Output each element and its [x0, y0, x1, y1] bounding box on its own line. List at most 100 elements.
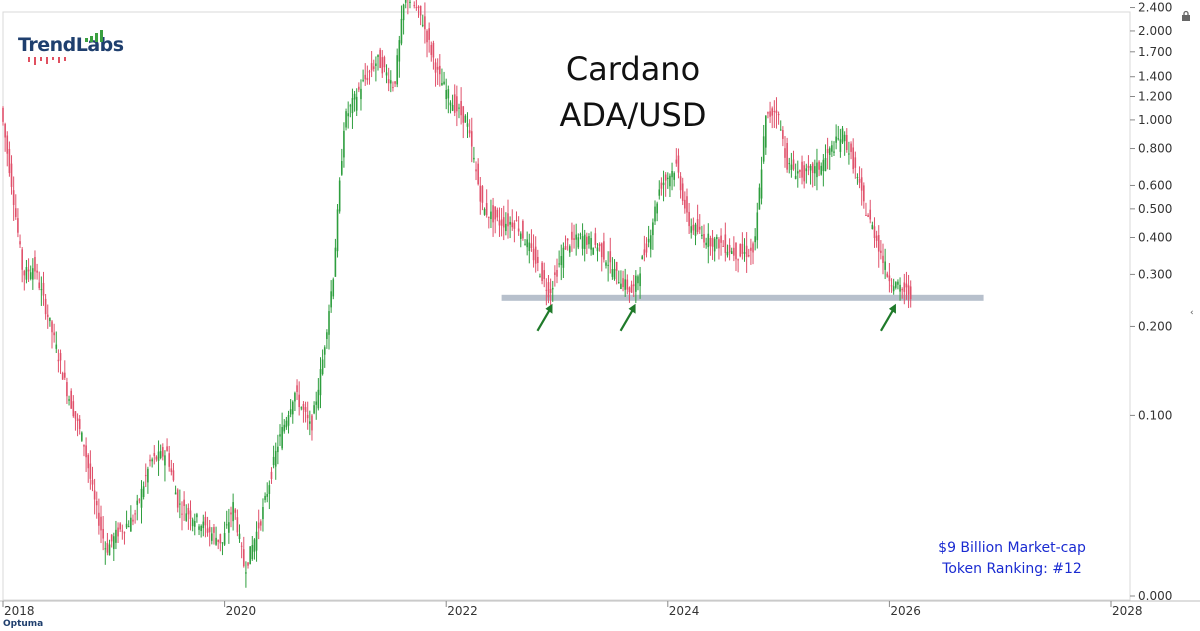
candle-body [172, 470, 175, 481]
candle-body [543, 270, 546, 279]
candle-body [364, 74, 367, 80]
candle-body [436, 66, 439, 70]
candle-body [390, 80, 392, 84]
candle-body [573, 238, 575, 240]
candle-body [375, 63, 377, 66]
x-tick-label: 2020 [226, 604, 257, 618]
candle-body [750, 247, 752, 251]
candle-body [113, 536, 115, 550]
candle-body [432, 42, 435, 58]
candle-body [315, 401, 318, 405]
candle-body [217, 539, 220, 542]
candle-body [664, 174, 667, 181]
y-tick-label: 0.000 [1138, 589, 1172, 603]
candle-body [130, 517, 132, 532]
candle-body [628, 287, 631, 293]
candle-body [340, 161, 343, 175]
candle-body [291, 401, 294, 415]
candle-body [537, 256, 539, 264]
candle-body [360, 88, 362, 100]
candle-body [108, 544, 111, 556]
candle-body [641, 256, 644, 260]
candle-body [860, 177, 863, 191]
candle-body [283, 424, 286, 432]
candle-body [841, 128, 844, 143]
candle-body [558, 263, 560, 265]
candle-body [596, 247, 599, 252]
candle-body [551, 287, 554, 290]
candle-body [368, 71, 371, 73]
candle-body [690, 226, 693, 233]
candle-body [586, 236, 588, 245]
candle-body [59, 353, 62, 361]
candle-body [49, 317, 51, 322]
candle-body [592, 247, 595, 255]
candle-body [871, 224, 874, 230]
candle-body [187, 507, 190, 515]
candle-body [98, 512, 100, 526]
candle-body [166, 446, 168, 451]
candle-body [886, 273, 889, 277]
candle-body [730, 251, 733, 254]
candle-body [270, 471, 273, 479]
candle-body [639, 273, 641, 287]
candle-body [223, 533, 226, 545]
candle-body [353, 93, 356, 100]
candle-body [575, 234, 577, 240]
candle-body [281, 427, 283, 449]
candle-body [57, 359, 60, 362]
candle-body [102, 528, 104, 539]
candle-body [134, 513, 136, 515]
candle-body [620, 283, 622, 290]
candle-body [89, 463, 92, 479]
arrow-up-right-icon [879, 303, 896, 332]
candle-body [754, 236, 756, 243]
candle-body [675, 159, 678, 164]
candle-body [162, 447, 164, 457]
candle-body [27, 269, 30, 272]
candle-body [873, 226, 876, 239]
candle-body [728, 245, 731, 253]
candle-body [311, 415, 313, 431]
candle-body [507, 213, 509, 227]
y-tick-label: 0.800 [1138, 142, 1172, 156]
candle-body [799, 169, 801, 172]
candle-body [95, 500, 98, 506]
candle-body [718, 239, 720, 249]
candle-body [562, 247, 565, 268]
candle-body [55, 344, 58, 349]
candle-body [449, 102, 452, 106]
candle-body [635, 275, 637, 292]
y-tick-label: 0.500 [1138, 202, 1172, 216]
candle-body [684, 199, 686, 209]
lock-icon[interactable] [1180, 10, 1192, 22]
candle-body [826, 148, 829, 154]
candle-body [428, 28, 430, 40]
candle-body [326, 332, 328, 339]
candle-body [345, 111, 347, 128]
candle-body [242, 549, 245, 567]
candle-body [285, 420, 288, 428]
candle-body [724, 234, 727, 253]
candle-body [117, 527, 119, 537]
candle-body [434, 62, 437, 73]
candle-body [123, 532, 126, 534]
candle-body [822, 159, 825, 172]
candle-body [528, 242, 531, 251]
candle-body [632, 284, 635, 287]
candle-body [788, 163, 791, 165]
candle-body [313, 405, 315, 414]
candle-body [835, 136, 837, 143]
candle-body [338, 180, 341, 212]
candle-body [85, 445, 87, 458]
candle-body [260, 521, 262, 526]
candle-body [142, 486, 145, 497]
candle-body [500, 219, 503, 226]
y-tick-label: 1.400 [1138, 70, 1172, 84]
candle-body [83, 444, 85, 447]
candle-body [901, 289, 903, 291]
chevron-left-icon[interactable]: ‹ [1190, 308, 1194, 318]
candle-body [733, 247, 735, 256]
candle-body [236, 517, 239, 533]
candle-body [656, 203, 658, 214]
